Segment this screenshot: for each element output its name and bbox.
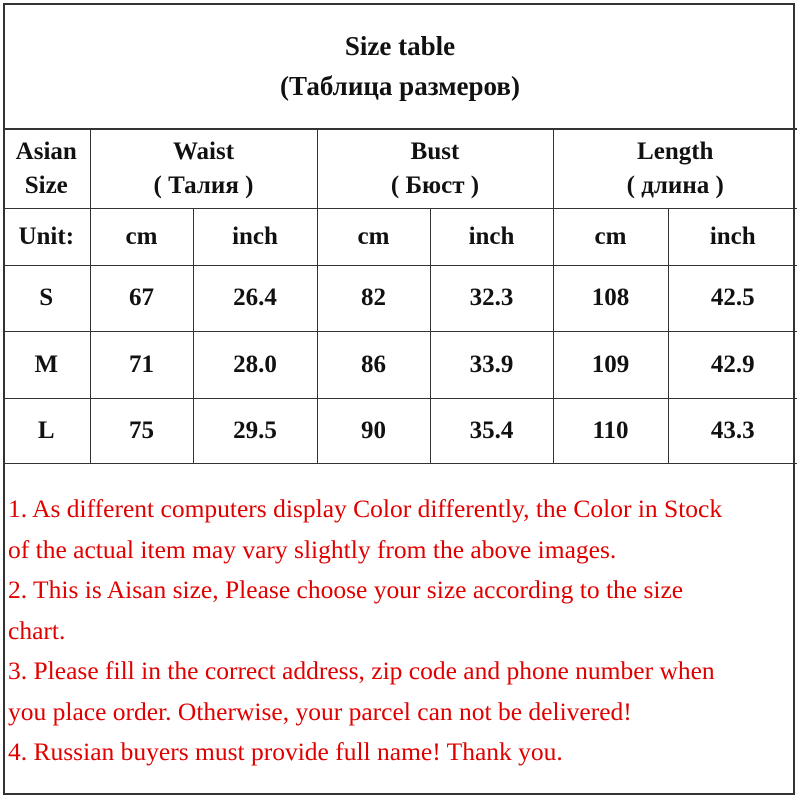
table-cell: 33.9 (429, 330, 554, 399)
header-size-line1: Asian (15, 137, 77, 165)
table-cell: 67 (89, 264, 194, 332)
header-bust-line1: Bust (410, 137, 460, 165)
unit-cell: cm (89, 207, 194, 266)
unit-cell: cm (316, 207, 431, 266)
unit-cell: cm (552, 207, 669, 266)
title-russian: (Таблица размеров) (280, 71, 520, 101)
note-line: 4. Russian buyers must provide full name… (8, 737, 563, 766)
table-row: M 71 28.0 86 33.9 109 42.9 (3, 330, 797, 399)
table-cell: 28.0 (192, 330, 318, 399)
table-cell: 110 (552, 397, 669, 464)
title-english: Size table (344, 31, 456, 61)
unit-cell: inch (192, 207, 318, 266)
header-size: Asian Size (3, 128, 91, 209)
size-cell: M (3, 330, 91, 399)
note-line: chart. (8, 615, 66, 645)
table-cell: 86 (316, 330, 431, 399)
table-cell: 82 (316, 264, 431, 332)
header-row: Asian Size Waist ( Талия ) Bust ( Бюст ) Le… (3, 128, 797, 209)
table-row: S 67 26.4 82 32.3 108 42.5 (3, 264, 797, 332)
table-cell: 32.3 (429, 264, 554, 332)
header-length-line1: Length (637, 137, 714, 165)
table-cell: 109 (552, 330, 669, 399)
table-cell: 90 (316, 397, 431, 464)
note-line: you place order. Otherwise, your parcel … (8, 696, 632, 726)
notes: 1. As different computers display Color … (8, 489, 798, 773)
header-length: Length ( длина ) (552, 128, 797, 209)
unit-row: Unit: cm inch cm inch cm inch (3, 207, 797, 266)
size-cell: L (3, 397, 91, 464)
size-table: Asian Size Waist ( Талия ) Bust ( Бюст ) Le… (3, 128, 797, 464)
table-cell: 29.5 (192, 397, 318, 464)
table-cell: 26.4 (192, 264, 318, 332)
unit-cell: inch (667, 207, 797, 266)
table-cell: 35.4 (429, 397, 554, 464)
header-bust-line2: ( Бюст ) (390, 171, 480, 199)
header-length-line2: ( длина ) (626, 171, 724, 199)
table-cell: 75 (89, 397, 194, 464)
header-waist-line2: ( Талия ) (153, 171, 254, 199)
table-row: L 75 29.5 90 35.4 110 43.3 (3, 397, 797, 464)
size-cell: S (3, 264, 91, 332)
note-line: 1. As different computers display Color … (8, 494, 723, 523)
header-waist-line1: Waist (172, 137, 235, 165)
table-cell: 108 (552, 264, 669, 332)
unit-cell: inch (429, 207, 554, 266)
note-line: of the actual item may vary slightly fro… (8, 534, 617, 564)
header-bust: Bust ( Бюст ) (316, 128, 554, 209)
header-waist: Waist ( Талия ) (89, 128, 318, 209)
table-cell: 71 (89, 330, 194, 399)
table-title: Size table (Таблица размеров) (3, 3, 797, 129)
note-line: 2. This is Aisan size, Please choose you… (8, 575, 684, 604)
table-cell: 43.3 (667, 397, 797, 464)
table-cell: 42.5 (667, 264, 797, 332)
header-size-line2: Size (24, 171, 68, 199)
table-cell: 42.9 (667, 330, 797, 399)
note-line: 3. Please fill in the correct address, z… (8, 656, 715, 685)
unit-cell: Unit: (3, 207, 91, 266)
